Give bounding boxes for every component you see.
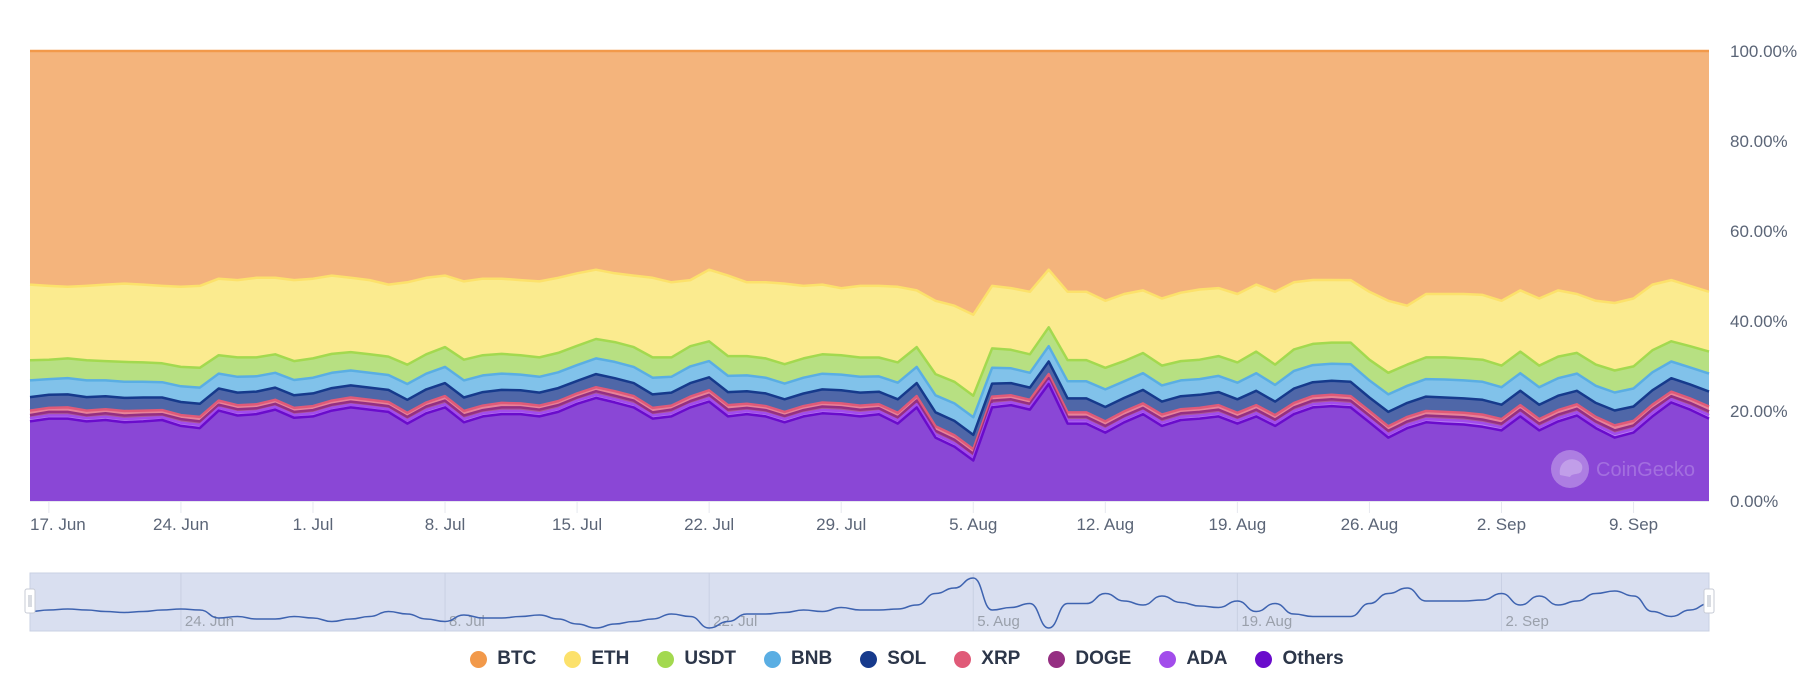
watermark: CoinGecko	[1551, 450, 1695, 488]
legend-marker-icon	[470, 650, 488, 668]
x-tick-label: 26. Aug	[1341, 515, 1399, 534]
area-bnb[interactable]	[30, 346, 1709, 435]
watermark-text: CoinGecko	[1596, 459, 1695, 481]
legend-marker-icon	[1048, 650, 1066, 668]
line-doge	[29, 376, 1710, 456]
legend-label: SOL	[887, 648, 927, 669]
legend-marker-icon	[860, 650, 878, 668]
navigator-handle-left[interactable]	[24, 588, 36, 614]
y-tick-label: 80.00%	[1730, 132, 1788, 151]
legend-label: DOGE	[1075, 648, 1132, 669]
navigator[interactable]: 24. Jun 8. Jul 22. Jul 5. Aug 19. Aug 2. Sep	[24, 572, 1715, 632]
legend-label: USDT	[684, 648, 737, 669]
y-tick-label: 100.00%	[1730, 42, 1797, 61]
x-tick-label: 9. Sep	[1609, 515, 1658, 534]
area-sol[interactable]	[30, 361, 1709, 450]
legend-label: Others	[1282, 648, 1344, 669]
legend-marker-icon	[657, 650, 675, 668]
area-btc[interactable]	[30, 51, 1709, 315]
x-tick-label: 22. Jul	[684, 515, 734, 534]
navigator-tick-label: 19. Aug	[1241, 613, 1292, 630]
navigator-tick-label: 22. Jul	[713, 613, 757, 630]
y-tick-label: 0.00%	[1730, 492, 1778, 511]
legend-item-others[interactable]: Others	[1255, 648, 1344, 670]
x-tick-label: 1. Jul	[293, 515, 334, 534]
x-tick-label: 29. Jul	[816, 515, 866, 534]
gecko-head-icon	[1559, 459, 1583, 477]
area-others[interactable]	[30, 384, 1709, 501]
x-axis-ticks	[48, 501, 1635, 513]
legend-label: BNB	[791, 648, 833, 669]
navigator-series-line	[29, 577, 1710, 629]
line-eth	[29, 268, 1710, 316]
line-bnb	[29, 344, 1710, 419]
x-tick-label: 5. Aug	[949, 515, 997, 534]
legend-label: ETH	[591, 648, 630, 669]
area-eth[interactable]	[30, 269, 1709, 396]
x-tick-label: 12. Aug	[1076, 515, 1134, 534]
legend-item-btc[interactable]: BTC	[470, 648, 536, 670]
legend-item-eth[interactable]: ETH	[564, 648, 629, 670]
line-xrp	[29, 372, 1710, 451]
x-tick-label: 24. Jun	[153, 515, 209, 534]
legend-marker-icon	[1255, 650, 1273, 668]
x-tick-label: 2. Sep	[1477, 515, 1526, 534]
y-tick-label: 40.00%	[1730, 312, 1788, 331]
navigator-selected-range[interactable]	[29, 572, 1710, 632]
legend-item-sol[interactable]: SOL	[860, 648, 926, 670]
y-axis: 0.00% 20.00% 40.00% 60.00% 80.00% 100.00%	[1730, 42, 1797, 511]
area-usdt[interactable]	[30, 327, 1709, 418]
legend-item-doge[interactable]: DOGE	[1048, 648, 1131, 670]
gecko-logo-icon	[1551, 450, 1589, 488]
legend-marker-icon	[1159, 650, 1177, 668]
legend-marker-icon	[954, 650, 972, 668]
x-tick-label: 8. Jul	[425, 515, 466, 534]
x-tick-label: 19. Aug	[1209, 515, 1267, 534]
legend-label: ADA	[1186, 648, 1228, 669]
legend-item-ada[interactable]: ADA	[1159, 648, 1227, 670]
legend-label: XRP	[981, 648, 1021, 669]
navigator-handle-right[interactable]	[1703, 588, 1715, 614]
legend-label: BTC	[497, 648, 537, 669]
legend-item-usdt[interactable]: USDT	[657, 648, 736, 670]
navigator-tick-label: 5. Aug	[977, 613, 1020, 630]
navigator-tick-label: 24. Jun	[185, 613, 234, 630]
legend-item-xrp[interactable]: XRP	[954, 648, 1020, 670]
line-sol	[29, 360, 1710, 437]
line-ada	[29, 380, 1710, 459]
y-tick-label: 20.00%	[1730, 402, 1788, 421]
legend-item-bnb[interactable]: BNB	[764, 648, 832, 670]
navigator-tick-label: 2. Sep	[1505, 613, 1548, 630]
y-tick-label: 60.00%	[1730, 222, 1788, 241]
legend-marker-icon	[564, 650, 582, 668]
x-axis: 17. Jun 24. Jun 1. Jul 8. Jul 15. Jul 22. Jul…	[30, 515, 1658, 534]
x-tick-label: 17. Jun	[30, 515, 86, 534]
series-areas	[29, 49, 1710, 501]
x-tick-label: 15. Jul	[552, 515, 602, 534]
line-others	[29, 382, 1710, 462]
line-usdt	[29, 326, 1710, 397]
legend-marker-icon	[764, 650, 782, 668]
legend: BTC ETH USDT BNB SOL XRP DOGE ADA Others	[0, 648, 1814, 670]
